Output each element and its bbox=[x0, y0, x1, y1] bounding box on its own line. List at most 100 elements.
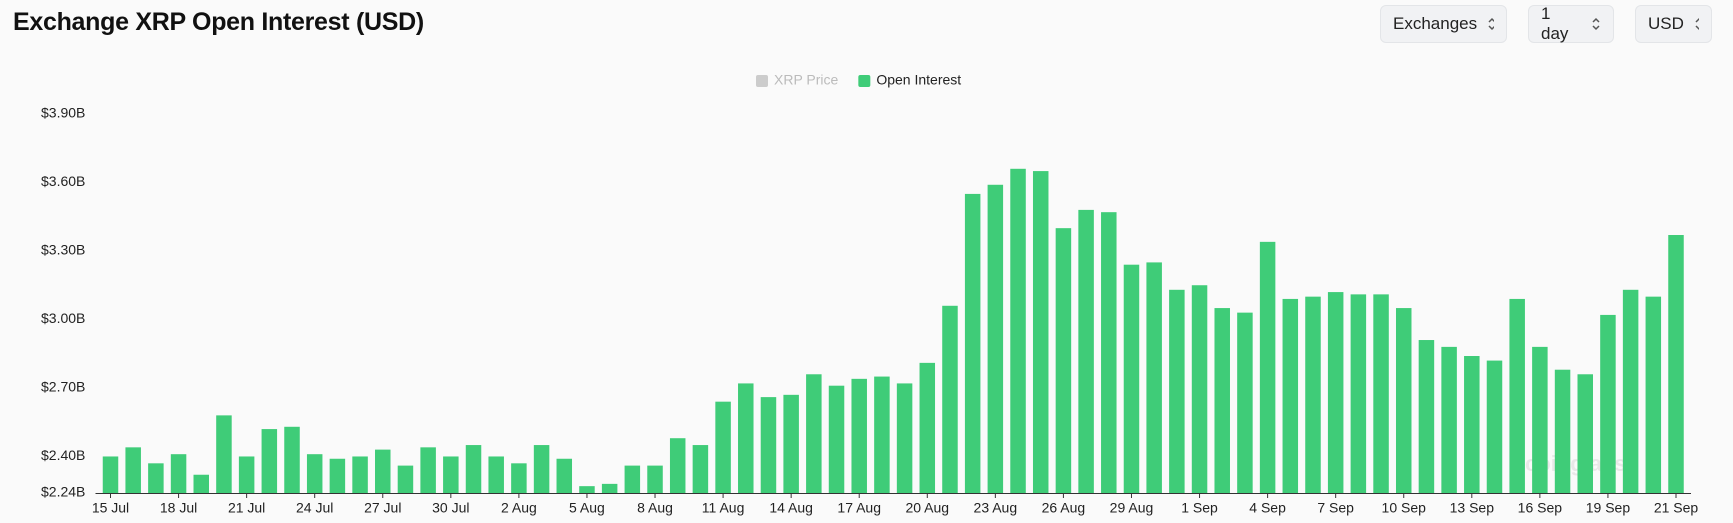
interval-dropdown[interactable]: 1 day bbox=[1528, 4, 1614, 43]
bar bbox=[1010, 168, 1026, 494]
bar bbox=[488, 456, 504, 493]
x-tick-label: 4 Sep bbox=[1249, 500, 1286, 516]
x-tick-label: 1 Sep bbox=[1181, 500, 1218, 516]
bar bbox=[579, 486, 595, 493]
bar bbox=[1123, 264, 1140, 493]
bar bbox=[533, 445, 550, 493]
x-tick-label: 19 Sep bbox=[1586, 500, 1631, 516]
y-tick-label: $2.24B bbox=[41, 484, 85, 500]
x-tick-label: 23 Aug bbox=[974, 500, 1018, 516]
bar bbox=[669, 438, 686, 493]
bar bbox=[987, 184, 1004, 494]
dropdown-label: USD bbox=[1648, 14, 1684, 33]
bar bbox=[375, 449, 391, 493]
x-tick-label: 27 Jul bbox=[364, 500, 401, 516]
bar bbox=[896, 383, 913, 493]
bar bbox=[624, 465, 641, 493]
bar bbox=[942, 305, 958, 493]
x-tick-label: 10 Sep bbox=[1382, 500, 1427, 516]
x-tick-label: 2 Aug bbox=[501, 500, 537, 516]
bar bbox=[851, 378, 867, 493]
bar bbox=[738, 383, 754, 493]
bar bbox=[465, 445, 482, 493]
bar bbox=[715, 401, 731, 493]
bar bbox=[1418, 340, 1435, 493]
x-tick-label: 7 Sep bbox=[1317, 500, 1354, 516]
bar bbox=[420, 447, 436, 493]
bar bbox=[1259, 241, 1276, 493]
x-tick-label: 8 Aug bbox=[637, 500, 673, 516]
bar bbox=[443, 456, 459, 493]
bar bbox=[1554, 369, 1571, 493]
x-tick-label: 13 Sep bbox=[1450, 500, 1495, 516]
bar bbox=[329, 458, 346, 493]
bar bbox=[874, 376, 890, 493]
bar bbox=[1509, 298, 1525, 493]
bar bbox=[1191, 285, 1208, 493]
bar bbox=[1282, 298, 1299, 493]
bar bbox=[306, 454, 323, 493]
bar bbox=[102, 456, 119, 493]
chevron bbox=[1695, 17, 1699, 31]
x-tick-label: 17 Aug bbox=[837, 500, 881, 516]
bar bbox=[511, 463, 527, 493]
y-tick-label: $2.40B bbox=[41, 447, 85, 463]
bar bbox=[238, 456, 255, 493]
x-tick-label: 24 Jul bbox=[296, 500, 333, 516]
bar bbox=[1577, 374, 1593, 493]
bar bbox=[1622, 289, 1639, 493]
x-tick-label: 16 Sep bbox=[1518, 500, 1563, 516]
bar bbox=[397, 465, 414, 493]
bar bbox=[261, 429, 278, 493]
bar bbox=[125, 447, 141, 493]
x-tick-label: 15 Jul bbox=[92, 500, 129, 516]
bar bbox=[1055, 228, 1072, 494]
bar bbox=[1032, 171, 1049, 493]
x-tick-label: 21 Jul bbox=[228, 500, 265, 516]
bar bbox=[148, 463, 164, 493]
bar bbox=[964, 193, 981, 493]
bar bbox=[284, 426, 300, 493]
exchanges-dropdown[interactable]: Exchanges bbox=[1380, 5, 1507, 43]
bar bbox=[783, 394, 799, 493]
y-tick-label: $2.70B bbox=[41, 379, 85, 395]
bar bbox=[1373, 294, 1389, 493]
bar bbox=[601, 483, 618, 493]
x-tick-label: 21 Sep bbox=[1654, 500, 1699, 516]
bar bbox=[760, 397, 777, 493]
x-tick-label: 14 Aug bbox=[769, 500, 813, 516]
x-tick-label: 29 Aug bbox=[1110, 500, 1154, 516]
x-tick-label: 20 Aug bbox=[905, 500, 949, 516]
y-tick-label: $3.30B bbox=[41, 242, 85, 258]
dropdown-label: Exchanges bbox=[1393, 14, 1478, 33]
page-title: Exchange XRP Open Interest (USD) bbox=[13, 8, 424, 36]
bar bbox=[1078, 209, 1094, 493]
bar bbox=[1214, 308, 1230, 493]
bar bbox=[556, 458, 573, 493]
bar bbox=[919, 362, 936, 493]
dropdown-label: 1 day bbox=[1541, 4, 1569, 43]
legend-swatch bbox=[858, 75, 871, 87]
bar bbox=[806, 374, 822, 493]
x-tick-label: 30 Jul bbox=[432, 500, 469, 516]
bar bbox=[1668, 235, 1684, 493]
legend-label: Open Interest bbox=[876, 72, 961, 88]
bar bbox=[1532, 346, 1548, 493]
y-tick-label: $3.00B bbox=[41, 310, 85, 326]
x-tick-label: 5 Aug bbox=[569, 500, 605, 516]
currency-dropdown[interactable]: USD bbox=[1635, 5, 1712, 43]
chevron bbox=[1488, 17, 1494, 31]
bar bbox=[193, 474, 210, 493]
bar bbox=[1441, 346, 1457, 493]
bar bbox=[352, 456, 368, 493]
bar bbox=[216, 415, 232, 493]
bar bbox=[647, 465, 663, 493]
bar bbox=[1350, 294, 1367, 493]
bar bbox=[1305, 296, 1321, 493]
y-tick-label: $3.60B bbox=[41, 173, 85, 189]
bar bbox=[828, 385, 845, 493]
watermark: coinglass bbox=[1525, 451, 1626, 476]
x-tick-label: 11 Aug bbox=[702, 500, 745, 516]
